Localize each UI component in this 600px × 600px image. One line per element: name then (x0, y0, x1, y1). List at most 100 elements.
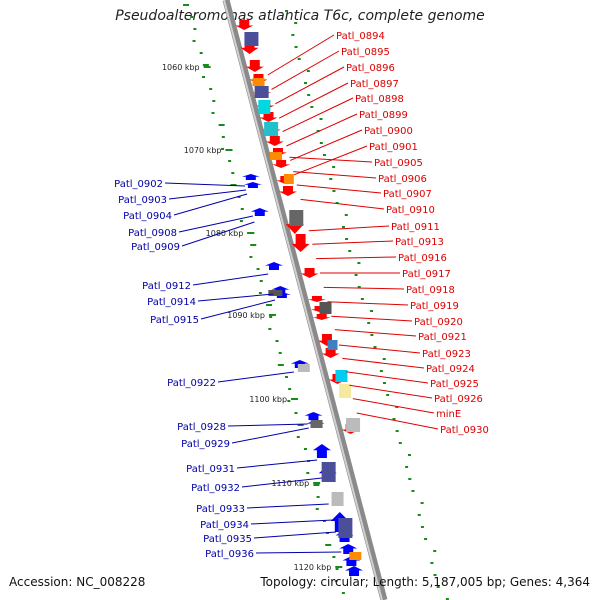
gc-skew-mark (445, 598, 449, 600)
forward-gene-label: Patl_0921 (418, 332, 467, 343)
scale-tick (268, 314, 276, 316)
forward-gene-arrow (235, 20, 254, 30)
reverse-gene-label: Patl_0908 (128, 228, 177, 239)
feature-box (346, 418, 361, 432)
gc-skew-mark (420, 526, 424, 528)
reverse-label-leader (178, 215, 253, 233)
gc-skew-mark (367, 322, 371, 324)
gc-skew-mark (332, 556, 336, 558)
gc-skew-mark (250, 244, 257, 246)
gene-track (235, 20, 364, 576)
gc-skew-mark (316, 496, 320, 498)
forward-label-leader (352, 398, 435, 414)
forward-label-leader (300, 198, 385, 210)
forward-gene-arrow (300, 268, 319, 278)
reverse-gene-label: Patl_0922 (167, 378, 216, 389)
reverse-gene-label: Patl_0909 (131, 242, 180, 253)
reverse-gene-label: Patl_0914 (147, 297, 196, 308)
gc-skew-mark (332, 166, 336, 168)
forward-gene-label: Patl_0911 (391, 222, 440, 233)
forward-gene-label: Patl_0895 (341, 47, 390, 58)
forward-gene-arrow (291, 234, 310, 252)
reverse-gene-label: Patl_0934 (200, 520, 249, 531)
gc-skew-mark (239, 220, 243, 222)
feature-box (331, 492, 344, 506)
gc-skew-mark (258, 292, 262, 294)
feature-box (268, 290, 283, 296)
forward-gene-arrow (245, 60, 264, 72)
gc-skew-mark (329, 178, 333, 180)
forward-gene-arrow (278, 186, 297, 196)
gc-skew-mark (383, 382, 387, 384)
forward-label-leader (267, 34, 335, 76)
gc-skew-mark (269, 316, 273, 318)
forward-gene-label: Patl_0916 (398, 253, 447, 264)
genome-summary-text: Topology: circular; Length: 5,187,005 bp… (260, 575, 590, 589)
reverse-label-leader (236, 459, 318, 469)
gc-skew-mark (395, 430, 399, 432)
forward-gene-label: Patl_0917 (402, 269, 451, 280)
gc-skew-mark (297, 58, 301, 60)
gc-skew-mark (190, 16, 194, 18)
gc-skew-mark (278, 352, 282, 354)
gc-skew-mark (370, 334, 374, 336)
reverse-label-leader (253, 531, 337, 539)
gc-skew-mark (341, 592, 345, 594)
forward-label-leader (293, 171, 377, 179)
forward-gene-label: Patl_0898 (355, 94, 404, 105)
reverse-label-track: Patl_0902 Patl_0903 Patl_0904 Patl_0908 Patl… (114, 179, 342, 560)
forward-gene-label: Patl_0894 (336, 31, 385, 42)
gc-skew-mark (303, 448, 307, 450)
gc-skew-mark (218, 124, 225, 126)
genome-backbone (222, 0, 388, 600)
feature-box (289, 210, 304, 226)
gc-skew-mark (288, 388, 292, 390)
forward-gene-label: Patl_0901 (369, 142, 418, 153)
accession-text: Accession: NC_008228 (9, 575, 146, 589)
scale-label: 1060 kbp (162, 63, 200, 72)
forward-gene-label: Patl_0910 (386, 205, 435, 216)
gc-skew-mark (193, 28, 197, 30)
reverse-label-leader (164, 182, 245, 187)
gc-skew-mark (386, 394, 390, 396)
gc-skew-mark (306, 70, 310, 72)
scale-label: 1110 kbp (271, 479, 309, 488)
forward-gene-arrow (307, 296, 326, 302)
gc-skew-mark (407, 454, 411, 456)
scale-tick (335, 566, 343, 568)
reverse-label-leader (246, 503, 329, 509)
gc-skew-mark (357, 262, 361, 264)
gc-skew-mark (348, 250, 352, 252)
reverse-gene-arrow (304, 412, 323, 420)
gc-skew-mark (285, 376, 289, 378)
forward-label-leader (338, 344, 421, 354)
forward-gene-arrow (321, 348, 340, 358)
gc-skew-mark (313, 484, 320, 486)
forward-label-leader (289, 156, 373, 163)
gc-skew-mark (266, 304, 273, 306)
gc-skew-mark (315, 508, 319, 510)
reverse-label-leader (192, 273, 269, 286)
gc-skew-mark (230, 184, 237, 186)
scale-label: 1120 kbp (294, 563, 332, 572)
reverse-gene-arrow (241, 174, 260, 180)
gc-skew-mark (259, 280, 263, 282)
forward-gene-label: Patl_0899 (359, 110, 408, 121)
reverse-label-leader (227, 423, 308, 427)
gc-skew-mark (417, 514, 421, 516)
genome-backbone-highlight (223, 0, 383, 600)
scale-label: 1080 kbp (206, 229, 244, 238)
gc-skew-mark (405, 466, 409, 468)
gc-skew-mark (296, 436, 300, 438)
feature-box (258, 100, 271, 114)
gc-skew-mark (433, 574, 437, 576)
scale-track: 1060 kbp 1070 kbp 1080 kbp 1090 kbp 1100 kbp… (162, 63, 343, 572)
forward-gene-label: Patl_0913 (395, 237, 444, 248)
forward-gene-arrow (265, 136, 284, 146)
gc-skew-mark (322, 154, 326, 156)
feature-box (338, 518, 353, 538)
gc-skew-mark (360, 298, 364, 300)
gc-skew-mark (209, 88, 213, 90)
gc-skew-mark (424, 538, 428, 540)
forward-gene-label: Patl_0906 (378, 174, 427, 185)
